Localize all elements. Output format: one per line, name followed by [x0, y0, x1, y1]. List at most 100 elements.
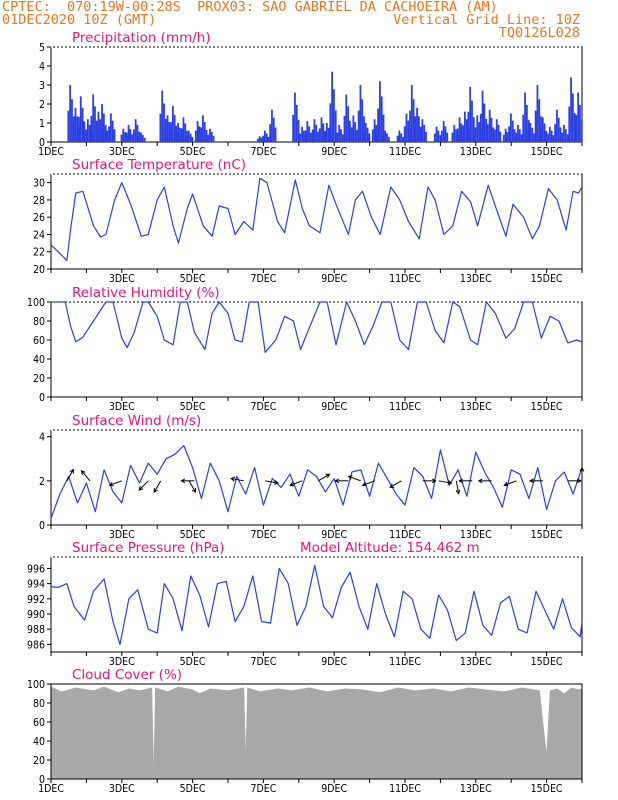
precip-bar	[256, 138, 259, 142]
wind-arrow-shaft	[138, 480, 149, 491]
precip-bar	[164, 127, 167, 142]
precip-bar	[131, 134, 134, 142]
precip-bar	[540, 128, 542, 142]
y-tick-label: 990	[27, 609, 45, 621]
precip-bar	[435, 126, 438, 142]
precip-bar	[189, 133, 192, 142]
wind-arrow	[529, 478, 544, 484]
precip-bar	[129, 129, 132, 142]
precip-bar	[191, 136, 194, 142]
precip-bar	[483, 103, 486, 142]
precip-bar	[318, 128, 321, 142]
precip-bar	[271, 109, 273, 142]
x-tick-label: 7DEC	[250, 401, 276, 413]
x-tick-label: 7DEC	[250, 529, 276, 541]
precip-bar	[111, 120, 114, 142]
x-tick-label: 15DEC	[531, 146, 563, 158]
precip-bar	[513, 129, 516, 142]
precip-bar	[508, 126, 510, 142]
precip-bar	[396, 135, 399, 142]
wind-arrow-head	[503, 481, 509, 487]
wind-arrow-head	[138, 486, 144, 491]
wind-arrow	[138, 480, 149, 491]
precip-bar	[292, 114, 295, 142]
precip-bar	[124, 132, 126, 142]
precip-bar	[198, 126, 201, 142]
x-tick-label: 13DEC	[460, 529, 492, 541]
precip-bar	[564, 129, 567, 142]
precip-bar	[437, 130, 440, 142]
precip-bar	[568, 106, 571, 142]
precip-bar	[262, 135, 264, 142]
x-tick-label: 7DEC	[250, 146, 276, 158]
precip-bar	[143, 137, 146, 142]
x-tick-label: 3DEC	[109, 656, 135, 668]
precip-bar	[85, 129, 87, 142]
precip-bar	[561, 132, 564, 142]
precip-bar	[379, 81, 381, 142]
x-tick-label: 9DEC	[321, 273, 347, 285]
precip-bar	[88, 124, 91, 142]
wind-arrow-shaft	[265, 480, 279, 484]
precip-bar	[506, 132, 509, 142]
precip-bar	[522, 114, 525, 142]
precip-bar	[412, 99, 415, 142]
wind-arrow-head	[80, 470, 86, 475]
precip-bar	[132, 129, 135, 142]
wind-arrow-head	[230, 476, 236, 482]
wind-arrow	[153, 480, 162, 493]
precip-bar	[400, 133, 403, 142]
precip-bar	[302, 130, 305, 142]
plot-frame	[50, 173, 583, 270]
x-tick-label: 15DEC	[531, 783, 563, 795]
y-tick-label: 40	[33, 736, 45, 748]
precip-bar	[499, 131, 502, 142]
precip-bar	[545, 130, 548, 142]
header-model-code: TQ0126L028	[498, 25, 580, 41]
precip-bar	[359, 85, 362, 142]
precip-bar	[306, 121, 309, 142]
precip-bar	[101, 104, 103, 142]
panel-6	[47, 683, 583, 783]
precip-bar	[333, 89, 335, 142]
precip-bar	[95, 125, 98, 142]
precip-bar	[573, 112, 576, 142]
precip-bar	[490, 117, 493, 142]
header-date: 01DEC2020 10Z (GMT)	[2, 12, 157, 28]
precip-bar	[472, 117, 475, 142]
precip-bar	[334, 110, 337, 142]
precip-bar	[419, 129, 422, 142]
precip-bar	[474, 127, 477, 142]
precip-bar	[458, 117, 461, 142]
precip-bar	[440, 130, 443, 142]
series-line	[51, 301, 583, 353]
precip-bar	[410, 85, 413, 142]
wind-arrow-head	[529, 478, 534, 484]
precip-bar	[76, 116, 79, 142]
precip-bar	[141, 134, 144, 142]
precip-bar	[531, 127, 534, 142]
x-tick-label: 3DEC	[109, 529, 135, 541]
precip-bar	[350, 127, 353, 142]
wind-arrow-head	[334, 478, 340, 484]
wind-arrow	[458, 478, 473, 484]
precip-bar	[579, 104, 581, 142]
precip-bar	[570, 77, 572, 142]
precip-bar	[559, 127, 562, 142]
header-line1: CPTEC: 070:19W-00:28S PROX03: SAO GABRIE…	[2, 0, 498, 15]
precip-bar	[563, 124, 565, 142]
precip-bar	[348, 120, 351, 142]
precip-bar	[260, 137, 263, 142]
precip-bar	[166, 115, 169, 142]
precip-bar	[187, 130, 190, 142]
x-tick-label: 9DEC	[321, 146, 347, 158]
precip-bar	[453, 124, 456, 142]
precip-bar	[315, 124, 318, 142]
precip-bar	[580, 119, 583, 142]
wind-arrow-head	[325, 473, 331, 478]
precip-bar	[207, 134, 210, 142]
precip-bar	[486, 124, 489, 142]
wind-arrow	[80, 470, 91, 482]
wind-arrow-shaft	[188, 480, 196, 493]
precip-bar	[382, 114, 385, 142]
